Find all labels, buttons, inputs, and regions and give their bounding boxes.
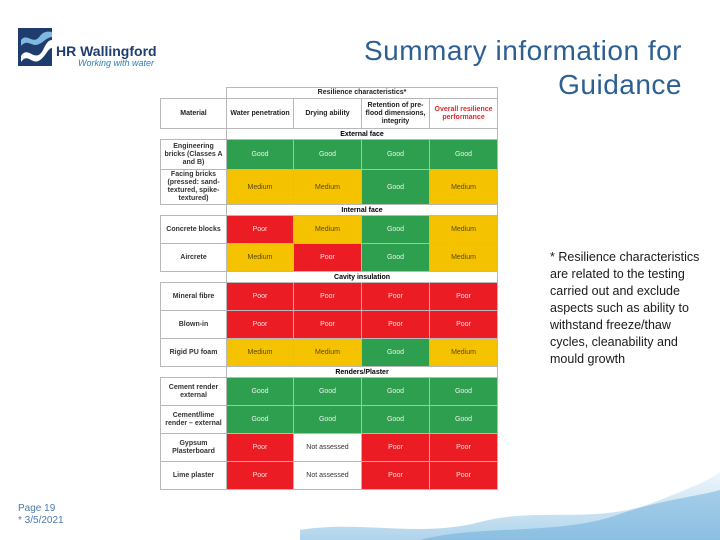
section-spacer — [160, 366, 227, 378]
rating-cell: Good — [293, 139, 362, 170]
rating-cell: Good — [361, 215, 430, 244]
page-number: Page 19 — [18, 503, 56, 514]
rating-cell: Poor — [361, 461, 430, 490]
rating-cell: Poor — [226, 461, 294, 490]
section-header-renders-plaster: Renders/Plaster — [225, 366, 499, 378]
rating-cell: Good — [361, 338, 430, 367]
table-row: Mineral fibre Poor Poor Poor Poor — [160, 282, 499, 311]
material-cell: Engineering bricks (Classes A and B) — [160, 139, 227, 170]
table-row: Aircrete Medium Poor Good Medium — [160, 243, 499, 272]
table-row: Rigid PU foam Medium Medium Good Medium — [160, 338, 499, 367]
rating-cell: Poor — [293, 282, 362, 311]
material-cell: Facing bricks (pressed: sand-textured, s… — [160, 169, 227, 205]
column-header-drying: Drying ability — [293, 98, 362, 129]
rating-cell: Good — [361, 139, 430, 170]
section-spacer — [160, 128, 227, 140]
material-cell: Cement/lime render – external — [160, 405, 227, 434]
hr-wallingford-logo-icon — [18, 28, 52, 66]
column-header-retention: Retention of pre-flood dimensions, integ… — [361, 98, 430, 129]
rating-cell: Good — [293, 405, 362, 434]
rating-cell: Poor — [428, 282, 499, 311]
material-cell: Mineral fibre — [160, 282, 227, 311]
footer-date: * 3/5/2021 — [18, 515, 64, 526]
table-row: Facing bricks (pressed: sand-textured, s… — [160, 169, 499, 205]
rating-cell: Medium — [428, 169, 499, 205]
rating-cell: Poor — [226, 282, 294, 311]
table-corner — [160, 87, 227, 99]
footer: Page 19 * 3/5/2021 — [18, 503, 64, 527]
rating-cell: Poor — [361, 310, 430, 339]
material-cell: Rigid PU foam — [160, 338, 227, 367]
section-row: Renders/Plaster — [160, 366, 499, 378]
table-row: Gypsum Plasterboard Poor Not assessed Poor P… — [160, 433, 499, 462]
rating-cell: Poor — [293, 310, 362, 339]
rating-cell: Good — [226, 377, 294, 406]
resilience-note: * Resilience characteristics are related… — [550, 250, 700, 366]
rating-cell: Poor — [361, 433, 430, 462]
table-row: Cement/lime render – external Good Good Goo… — [160, 405, 499, 434]
material-cell: Lime plaster — [160, 461, 227, 490]
rating-cell: Good — [428, 377, 499, 406]
section-header-cavity-insulation: Cavity insulation — [225, 271, 499, 283]
rating-cell: Poor — [293, 243, 362, 272]
rating-cell: Medium — [293, 169, 362, 205]
material-cell: Aircrete — [160, 243, 227, 272]
water-wave-decoration — [300, 472, 720, 540]
rating-cell: Good — [361, 243, 430, 272]
table-row: Lime plaster Poor Not assessed Poor Poor — [160, 461, 499, 490]
group-header: Resilience characteristics* — [225, 87, 499, 99]
rating-cell: Not assessed — [293, 461, 362, 490]
section-header-external-face: External face — [225, 128, 499, 140]
rating-cell: Medium — [226, 169, 294, 205]
slide-title: Summary information for Guidance — [262, 34, 682, 102]
rating-cell: Medium — [293, 338, 362, 367]
table-row: Cement render external Good Good Good Good — [160, 377, 499, 406]
resilience-table: Resilience characteristics* Material Wat… — [160, 87, 499, 490]
rating-cell: Good — [361, 169, 430, 205]
rating-cell: Poor — [361, 282, 430, 311]
column-header-water-penetration: Water penetration — [226, 98, 294, 129]
logo-name: HR Wallingford — [56, 43, 157, 59]
rating-cell: Poor — [428, 461, 499, 490]
column-header-material: Material — [160, 98, 227, 129]
column-header-overall: Overall resilience performance — [428, 98, 499, 129]
section-header-internal-face: Internal face — [225, 204, 499, 216]
rating-cell: Poor — [226, 215, 294, 244]
section-spacer — [160, 204, 227, 216]
section-row: External face — [160, 128, 499, 140]
rating-cell: Medium — [428, 338, 499, 367]
rating-cell: Good — [428, 139, 499, 170]
rating-cell: Good — [361, 377, 430, 406]
section-row: Cavity insulation — [160, 271, 499, 283]
rating-cell: Poor — [428, 310, 499, 339]
rating-cell: Medium — [428, 215, 499, 244]
rating-cell: Poor — [226, 433, 294, 462]
rating-cell: Good — [361, 405, 430, 434]
table-row: Blown-in Poor Poor Poor Poor — [160, 310, 499, 339]
slide-title-line-1: Summary information for — [363, 35, 682, 66]
material-cell: Blown-in — [160, 310, 227, 339]
material-cell: Concrete blocks — [160, 215, 227, 244]
rating-cell: Medium — [226, 243, 294, 272]
slide-title-line-2: Guidance — [558, 69, 682, 100]
material-cell: Cement render external — [160, 377, 227, 406]
rating-cell: Poor — [226, 310, 294, 339]
rating-cell: Good — [428, 405, 499, 434]
logo-tagline: Working with water — [78, 58, 155, 68]
rating-cell: Medium — [428, 243, 499, 272]
table-row: Concrete blocks Poor Medium Good Medium — [160, 215, 499, 244]
rating-cell: Medium — [226, 338, 294, 367]
material-cell: Gypsum Plasterboard — [160, 433, 227, 462]
section-row: Internal face — [160, 204, 499, 216]
rating-cell: Not assessed — [293, 433, 362, 462]
rating-cell: Medium — [293, 215, 362, 244]
rating-cell: Good — [293, 377, 362, 406]
rating-cell: Good — [226, 405, 294, 434]
rating-cell: Good — [226, 139, 294, 170]
table-row: Engineering bricks (Classes A and B) Good… — [160, 139, 499, 170]
section-spacer — [160, 271, 227, 283]
